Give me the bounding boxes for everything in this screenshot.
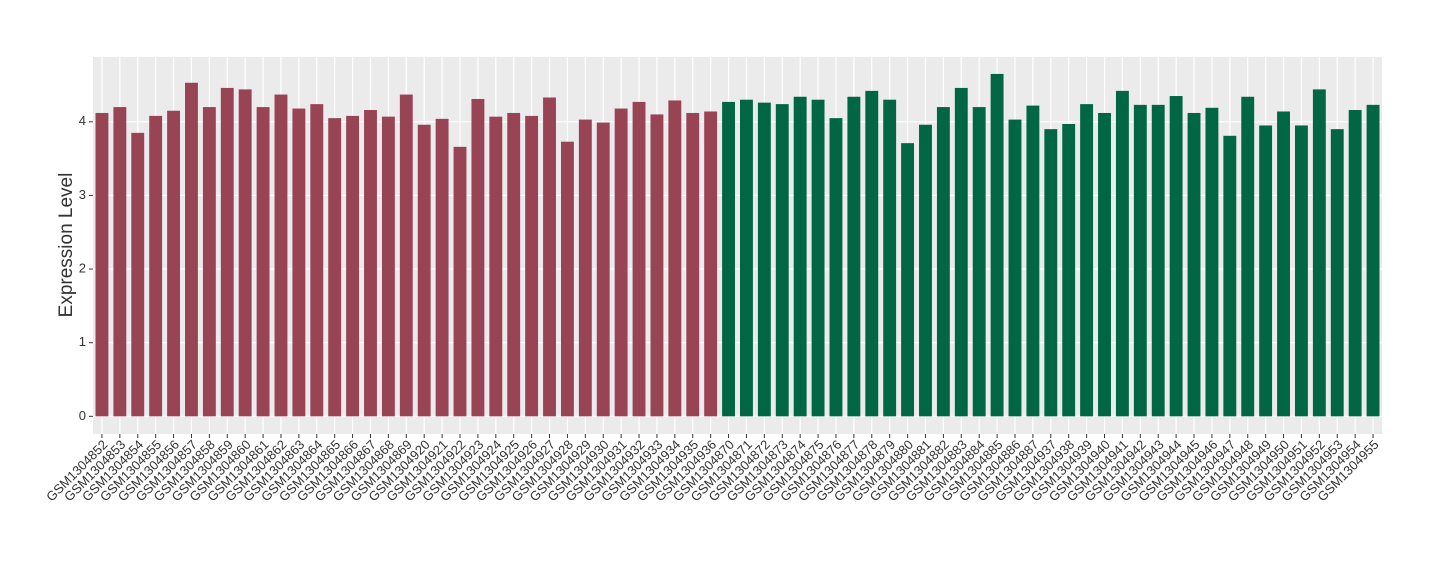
bar (310, 104, 324, 417)
bar (471, 98, 485, 417)
bar (1080, 104, 1094, 417)
bar (1026, 105, 1040, 417)
bar (1062, 124, 1076, 417)
bar (793, 96, 807, 417)
bar (1277, 111, 1290, 417)
bar (238, 89, 252, 417)
bar (507, 112, 521, 417)
bar (883, 99, 897, 417)
bar (364, 110, 377, 417)
bar (1008, 119, 1022, 417)
bar (453, 146, 467, 417)
bar (346, 115, 360, 417)
bar (220, 87, 234, 417)
bar (113, 107, 127, 417)
bar (328, 118, 342, 417)
bar (578, 119, 592, 417)
bar (990, 73, 1004, 417)
bar (131, 132, 145, 417)
bar (972, 107, 986, 417)
y-tick-label: 0 (79, 408, 86, 423)
bar (919, 124, 932, 417)
bar (399, 94, 413, 417)
bar (614, 108, 628, 417)
bar (381, 116, 395, 417)
bar (1223, 135, 1237, 417)
bar (632, 101, 646, 417)
bar (847, 96, 861, 417)
bar (775, 104, 789, 417)
bar (740, 99, 753, 417)
y-tick-label: 3 (79, 187, 86, 202)
y-tick-label: 1 (79, 334, 86, 349)
y-tick-label: 2 (79, 261, 86, 276)
bar (936, 107, 950, 417)
y-tick-label: 4 (79, 113, 86, 128)
bar (525, 115, 539, 417)
bar (722, 101, 735, 417)
bar (1187, 112, 1201, 417)
plot-panel (93, 57, 1382, 434)
bar (596, 122, 610, 417)
bar (1205, 107, 1219, 417)
bar (292, 108, 306, 417)
bar (1259, 125, 1273, 417)
bar (757, 102, 771, 417)
bar (417, 124, 431, 417)
bar (1151, 104, 1165, 417)
bar (865, 90, 879, 417)
bar (954, 87, 968, 417)
bar (1366, 104, 1380, 417)
bar (829, 118, 843, 417)
bar (650, 114, 664, 417)
bar (95, 112, 109, 417)
bar (167, 110, 181, 417)
bar (185, 82, 198, 417)
y-axis-label: Expression Level (56, 173, 77, 318)
bar (1169, 96, 1183, 417)
bar (543, 97, 556, 417)
bar (1330, 129, 1344, 417)
bar (149, 115, 163, 417)
bar (1294, 125, 1308, 417)
bar (668, 100, 682, 417)
bar (256, 107, 270, 417)
bar (901, 143, 915, 417)
bar (1133, 104, 1147, 417)
bar (686, 112, 700, 417)
bar (1348, 110, 1362, 417)
bar (1312, 89, 1326, 417)
bar (1044, 129, 1058, 417)
bar (560, 141, 574, 417)
bar (1115, 90, 1129, 417)
bar (1098, 112, 1111, 417)
bar (489, 116, 503, 417)
bar (704, 111, 718, 417)
bar (274, 94, 288, 417)
bar (811, 99, 825, 417)
bar (435, 118, 449, 417)
bar (202, 107, 216, 417)
bar (1241, 96, 1255, 417)
